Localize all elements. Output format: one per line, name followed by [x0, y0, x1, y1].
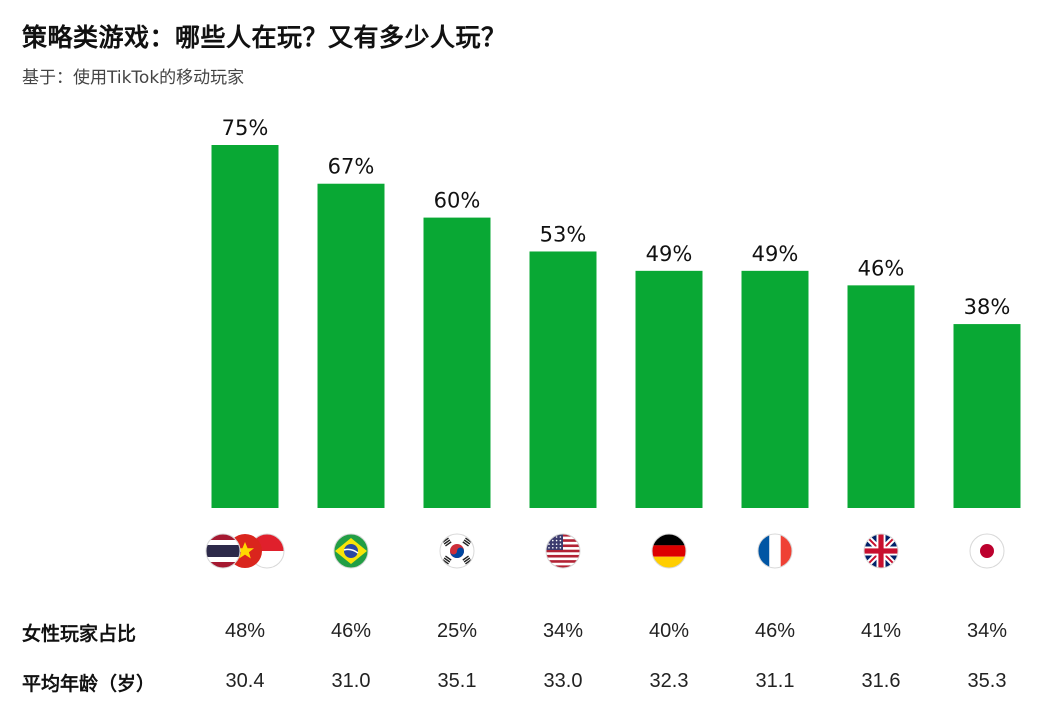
bar-5: [635, 270, 703, 508]
bar-value-label: 60%: [434, 189, 481, 213]
chart-subtitle: 基于：使用TikTok的移动玩家: [22, 68, 245, 88]
bar-value-label: 38%: [964, 295, 1011, 319]
average-age-cell: 35.1: [437, 670, 477, 692]
bar-value-label: 75%: [222, 116, 269, 140]
bar-value-label: 53%: [540, 222, 587, 246]
female-share-cell: 40%: [648, 620, 690, 642]
female-share-cell: 46%: [754, 620, 796, 642]
france-flag-icon: [757, 533, 793, 569]
female-share-cell: 34%: [542, 620, 584, 642]
bar-4: [529, 251, 597, 509]
usa-flag-icon: [545, 533, 581, 569]
bar-6: [741, 270, 809, 508]
south-korea-flag-icon: [439, 533, 475, 569]
bar-value-label: 49%: [752, 242, 799, 266]
average-age-cell: 32.3: [649, 670, 689, 692]
average-age-row-label: 平均年龄（岁）: [22, 673, 156, 695]
bar-3: [423, 217, 491, 508]
female-share-cell: 25%: [436, 620, 478, 642]
female-share-cell: 48%: [224, 620, 266, 642]
female-share-cell: 46%: [330, 620, 372, 642]
average-age-cell: 31.1: [755, 670, 795, 692]
chart-title: 策略类游戏：哪些人在玩？又有多少人玩？: [22, 23, 507, 52]
average-age-cell: 31.0: [331, 670, 371, 692]
brazil-flag-icon: [333, 533, 369, 569]
bar-value-label: 46%: [858, 256, 905, 280]
female-share-cell: 41%: [860, 620, 902, 642]
average-age-cell: 35.3: [967, 670, 1007, 692]
bar-8: [953, 324, 1021, 508]
bar-1: [211, 145, 279, 508]
female-share-row-label: 女性玩家占比: [22, 623, 137, 645]
average-age-cell: 33.0: [543, 670, 583, 692]
thailand-vietnam-indonesia-flags-icon: [205, 533, 285, 569]
average-age-cell: 31.6: [861, 670, 901, 692]
bar-2: [317, 183, 385, 508]
germany-flag-icon: [651, 533, 687, 569]
bar-value-label: 67%: [328, 155, 375, 179]
bar-value-label: 49%: [646, 242, 693, 266]
female-share-cell: 34%: [966, 620, 1008, 642]
japan-flag-icon: [969, 533, 1005, 569]
bar-7: [847, 285, 915, 508]
average-age-cell: 30.4: [225, 670, 265, 692]
uk-flag-icon: [863, 533, 899, 569]
